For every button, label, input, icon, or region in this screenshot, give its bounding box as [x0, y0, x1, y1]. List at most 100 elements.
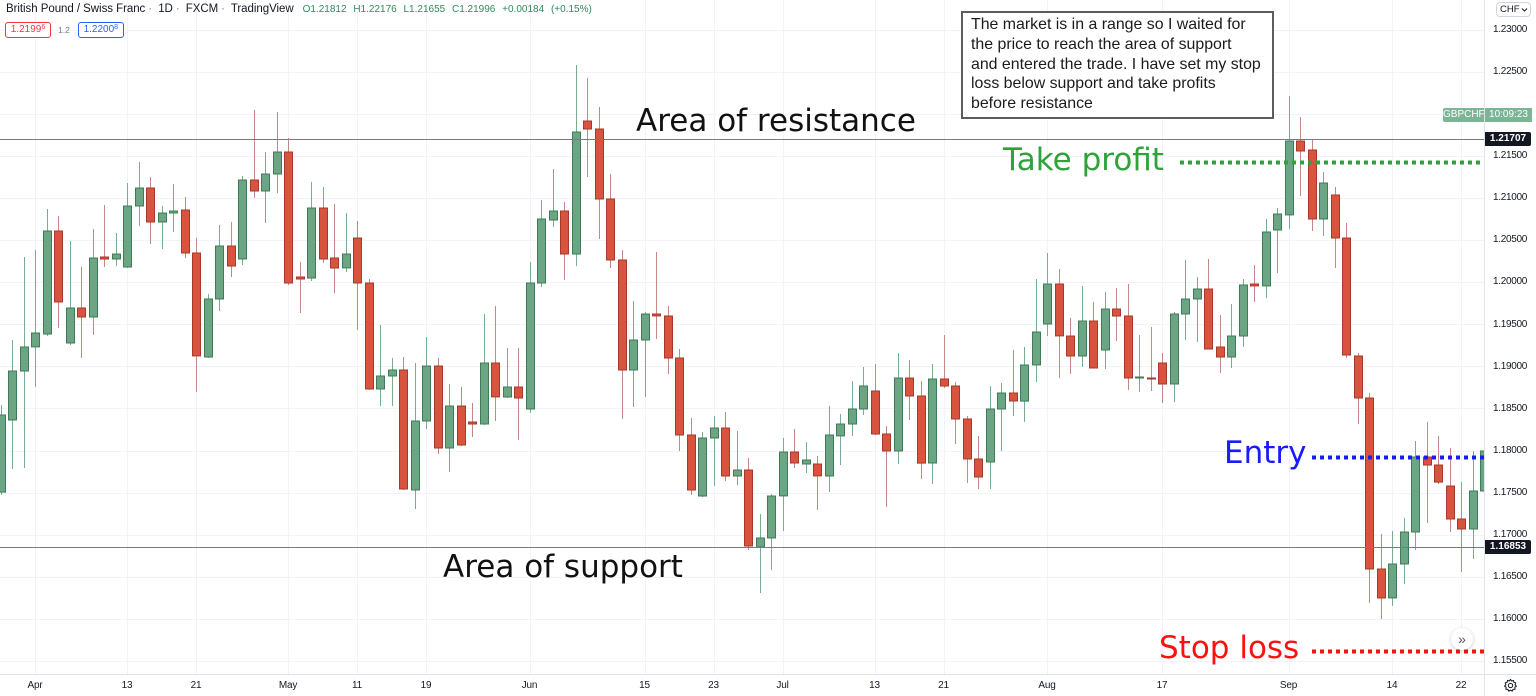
- candle-body: [480, 362, 489, 425]
- candle-bearish: [618, 250, 627, 419]
- candle-body: [296, 276, 305, 280]
- candle-bullish: [135, 162, 144, 226]
- candle-body: [491, 362, 500, 398]
- candle-bearish: [790, 429, 799, 468]
- time-tick-label: Apr: [27, 680, 43, 691]
- candle-body: [1285, 140, 1294, 216]
- candle-bullish: [66, 241, 75, 345]
- candle-bullish: [8, 340, 17, 469]
- candle-bullish: [204, 294, 213, 358]
- candle-bearish: [1331, 187, 1340, 268]
- candle-body: [342, 253, 351, 269]
- legend-title[interactable]: British Pound / Swiss Franc · 1D · FXCM · T…: [6, 3, 297, 15]
- candle-bearish: [227, 222, 236, 277]
- candle-bearish: [675, 349, 684, 451]
- candle-body: [756, 537, 765, 548]
- buy-pip: 8: [114, 24, 119, 31]
- candle-body: [1032, 331, 1041, 366]
- time-axis[interactable]: Apr 13 21 May 11 19 Jun 15 23 Jul 13 21 Aug 17 Sep 14 22: [0, 674, 1484, 696]
- time-tick-label: 21: [938, 680, 949, 691]
- candle-bearish: [1457, 482, 1466, 572]
- candle-body: [641, 313, 650, 341]
- candle-bearish: [100, 205, 109, 267]
- sell-button[interactable]: 1.21996: [5, 22, 51, 38]
- candle-body: [1319, 182, 1328, 220]
- candle-bullish: [1227, 304, 1236, 368]
- chart-pane[interactable]: Area of resistance Area of support Take …: [0, 0, 1484, 674]
- price-tick-label: 1.16500: [1493, 570, 1528, 582]
- candle-body: [112, 253, 121, 260]
- candle-bearish: [583, 78, 592, 177]
- candle-bullish: [1193, 277, 1202, 342]
- note-line: The market is in a range so I waited for: [971, 16, 1246, 33]
- candle-body: [606, 198, 615, 261]
- candle-bearish: [940, 335, 949, 388]
- candle-body: [526, 282, 535, 410]
- candle-bearish: [606, 174, 615, 268]
- candle-body: [537, 218, 546, 284]
- candlestick-chart[interactable]: [0, 0, 1484, 674]
- candle-bearish: [77, 267, 86, 358]
- candle-bullish: [376, 325, 385, 406]
- candle-bullish: [859, 367, 868, 415]
- candle-body: [1400, 531, 1409, 565]
- candle-bullish: [445, 384, 454, 472]
- time-tick-label: 23: [708, 680, 719, 691]
- candle-body: [227, 245, 236, 267]
- gear-icon: [1504, 678, 1517, 692]
- candle-bullish: [698, 432, 707, 497]
- time-tick-label: 19: [420, 680, 432, 691]
- interval: 1D: [158, 3, 173, 15]
- candle-bearish: [1377, 534, 1386, 619]
- buy-price: 1.2200: [83, 24, 115, 35]
- candle-body: [1354, 355, 1363, 399]
- candle-body: [503, 386, 512, 398]
- candle-body: [560, 210, 569, 255]
- candle-body: [1434, 464, 1443, 483]
- candle-body: [917, 395, 926, 464]
- currency-dropdown[interactable]: CHF: [1496, 2, 1531, 17]
- time-tick-label: May: [278, 680, 298, 691]
- candle-body: [871, 390, 880, 435]
- candle-bullish: [802, 442, 811, 473]
- candle-bearish: [434, 358, 443, 454]
- candle-body: [1078, 320, 1087, 357]
- candle-bearish: [399, 357, 408, 490]
- candle-bullish: [733, 431, 742, 485]
- candle-body: [169, 210, 178, 214]
- candle-body: [445, 405, 454, 449]
- candle-body: [1331, 194, 1340, 239]
- symbol-legend: British Pound / Swiss Franc · 1D · FXCM · T…: [6, 3, 592, 19]
- candle-bearish: [652, 252, 661, 339]
- time-tick-label: Jun: [521, 680, 538, 691]
- price-tick-label: 1.19000: [1493, 360, 1528, 372]
- candle-bearish: [905, 360, 914, 420]
- candle-body: [1457, 518, 1466, 530]
- candle-body: [1365, 397, 1374, 570]
- candle-bullish: [526, 262, 535, 413]
- candle-body: [963, 418, 972, 460]
- candle-bearish: [330, 204, 339, 293]
- candle-body: [1193, 288, 1202, 300]
- candle-body: [1101, 308, 1110, 351]
- candle-body: [89, 257, 98, 318]
- candle-bullish: [215, 225, 224, 311]
- candle-bearish: [1055, 269, 1064, 378]
- candle-bullish: [307, 182, 316, 281]
- candle-bullish: [1170, 312, 1179, 402]
- candle-body: [951, 385, 960, 420]
- candle-bullish: [1388, 531, 1397, 606]
- separator: ·: [175, 3, 180, 15]
- price-tick-label: 1.18000: [1493, 444, 1528, 456]
- candle-body: [1066, 335, 1075, 357]
- chart-settings-button[interactable]: [1484, 674, 1536, 696]
- candle-bearish: [1250, 265, 1259, 302]
- candle-bearish: [514, 348, 523, 440]
- buy-button[interactable]: 1.22008: [77, 22, 124, 38]
- note-line: before resistance: [971, 95, 1093, 112]
- candle-body: [20, 346, 29, 372]
- price-axis[interactable]: CHF 1.23000 1.22500 1.21500 1.21000 1.20500 1…: [1484, 0, 1536, 674]
- scroll-to-realtime-button[interactable]: »: [1451, 628, 1473, 650]
- candle-body: [595, 128, 604, 200]
